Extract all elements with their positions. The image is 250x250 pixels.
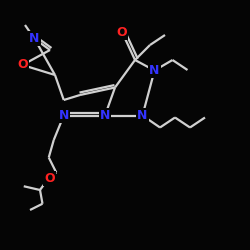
Text: N: N	[137, 109, 148, 122]
Text: N: N	[58, 109, 69, 122]
Text: O: O	[117, 26, 127, 38]
Text: O: O	[44, 172, 55, 185]
Text: N: N	[149, 64, 160, 77]
Text: N: N	[100, 109, 110, 122]
Text: N: N	[29, 32, 40, 45]
Text: O: O	[17, 58, 28, 71]
